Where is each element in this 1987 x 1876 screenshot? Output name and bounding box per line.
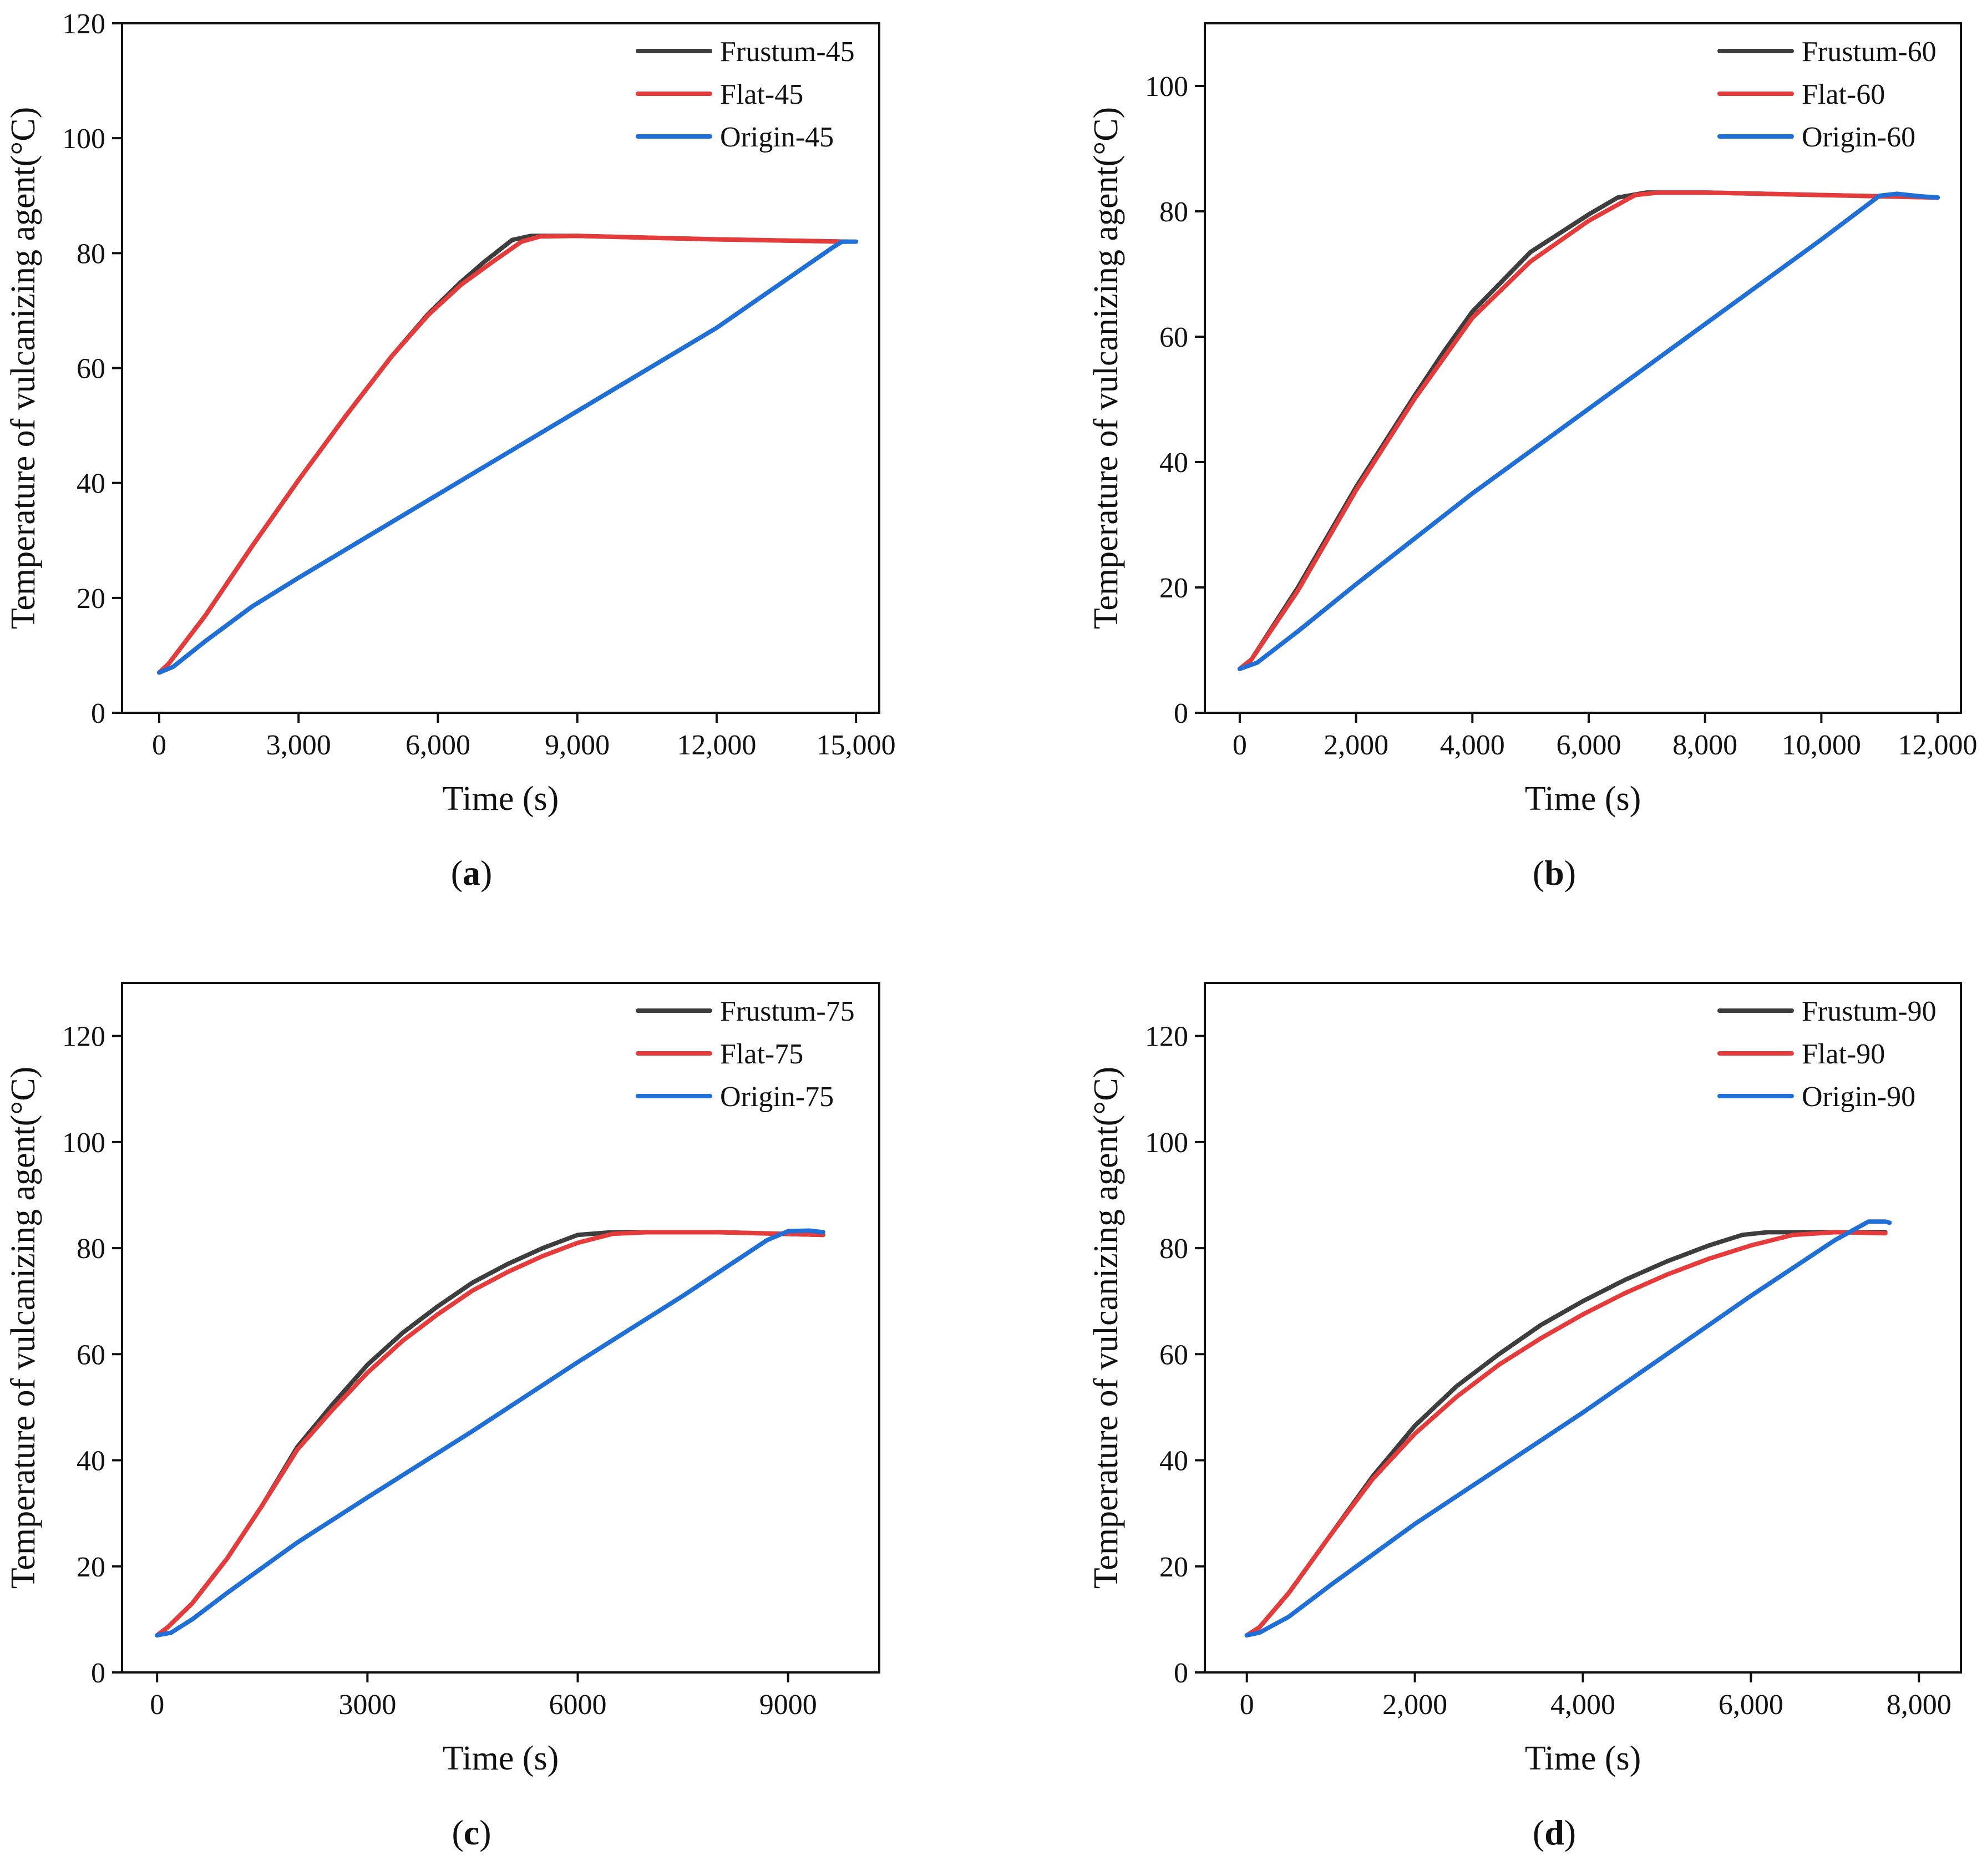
chart-panel-c: 0 3000 6000 9000 0 20 40 60 80 100 120 Time (s) Temp… <box>4 982 880 1852</box>
plot-frame <box>1204 22 1962 714</box>
x-axis-label: Time (s) <box>1525 780 1641 818</box>
x-tick-label: 6,000 <box>1556 729 1621 761</box>
y-tick-label: 0 <box>1174 1657 1188 1689</box>
y-tick-label: 60 <box>77 353 105 385</box>
x-tick-label: 4,000 <box>1550 1689 1615 1721</box>
plot-frame <box>121 982 880 1674</box>
series-line-flat-45 <box>157 234 849 675</box>
x-axis-label: Time (s) <box>443 780 559 818</box>
y-axis-label: Temperature of vulcanizing agent(°C) <box>4 1067 42 1589</box>
x-tick-label: 0 <box>1240 1689 1254 1721</box>
legend-label: Origin-45 <box>720 121 834 153</box>
legend-label: Frustum-90 <box>1802 996 1937 1027</box>
legend-label: Flat-60 <box>1802 79 1885 110</box>
series-line-frustum-75 <box>155 1230 825 1638</box>
x-tick-label: 12,000 <box>677 729 756 761</box>
legend-label: Origin-60 <box>1802 121 1915 153</box>
panel-label: (d) <box>1533 1813 1576 1852</box>
x-tick-label: 6,000 <box>1719 1689 1783 1721</box>
series-line-origin-60 <box>1237 191 1940 671</box>
series-line-origin-90 <box>1244 1219 1892 1638</box>
x-tick-label: 3,000 <box>266 729 331 761</box>
panel-label: (a) <box>451 853 493 893</box>
x-tick-label: 8,000 <box>1887 1689 1951 1721</box>
legend-label: Frustum-45 <box>720 36 855 68</box>
y-tick-label: 120 <box>62 8 105 40</box>
series-line-frustum-60 <box>1237 190 1940 671</box>
y-tick-label: 60 <box>1159 322 1188 353</box>
y-tick-label: 20 <box>1159 1551 1188 1583</box>
x-tick-label: 15,000 <box>817 729 896 761</box>
y-tick-label: 0 <box>1174 698 1188 729</box>
series-line-origin-45 <box>157 239 859 675</box>
legend-label: Flat-90 <box>1802 1038 1885 1070</box>
chart-panel-b: 0 2,000 4,000 6,000 8,000 10,000 12,000 0 20 40 60… <box>1087 22 1978 893</box>
x-tick-label: 0 <box>1233 729 1247 761</box>
y-tick-label: 0 <box>91 698 105 729</box>
y-axis-label: Temperature of vulcanizing agent(°C) <box>1087 1067 1125 1589</box>
legend-label: Origin-90 <box>1802 1081 1915 1113</box>
x-tick-label: 9000 <box>759 1689 817 1721</box>
x-tick-label: 0 <box>152 729 166 761</box>
x-tick-label: 9,000 <box>545 729 610 761</box>
y-tick-label: 60 <box>77 1339 105 1371</box>
y-tick-label: 100 <box>62 123 105 155</box>
legend-label: Flat-45 <box>720 79 803 110</box>
x-tick-label: 3000 <box>338 1689 396 1721</box>
x-tick-label: 2,000 <box>1382 1689 1447 1721</box>
x-tick-label: 0 <box>150 1689 164 1721</box>
y-tick-label: 20 <box>77 1551 105 1583</box>
x-tick-label: 8,000 <box>1672 729 1737 761</box>
x-tick-label: 6000 <box>549 1689 607 1721</box>
x-tick-label: 4,000 <box>1440 729 1505 761</box>
series-line-flat-60 <box>1237 190 1940 671</box>
y-tick-label: 80 <box>1159 1233 1188 1265</box>
y-tick-label: 100 <box>62 1127 105 1159</box>
y-tick-label: 120 <box>62 1021 105 1053</box>
legend-label: Frustum-60 <box>1802 36 1937 68</box>
x-tick-label: 12,000 <box>1898 729 1978 761</box>
y-tick-label: 0 <box>91 1657 105 1689</box>
y-tick-label: 40 <box>1159 447 1188 479</box>
x-tick-label: 6,000 <box>405 729 470 761</box>
legend-label: Frustum-75 <box>720 996 855 1027</box>
legend-label: Flat-75 <box>720 1038 803 1070</box>
legend-label: Origin-75 <box>720 1081 834 1113</box>
panel-label: (b) <box>1533 853 1576 893</box>
x-tick-label: 10,000 <box>1782 729 1861 761</box>
y-tick-label: 40 <box>77 468 105 500</box>
y-tick-label: 20 <box>77 583 105 615</box>
y-tick-label: 100 <box>1145 71 1188 103</box>
y-tick-label: 40 <box>1159 1446 1188 1477</box>
chart-panel-a: 0 3,000 6,000 9,000 12,000 15,000 0 20 40 60 80 100… <box>4 8 896 893</box>
y-tick-label: 60 <box>1159 1339 1188 1371</box>
y-tick-label: 80 <box>77 1233 105 1265</box>
series-line-origin-75 <box>155 1228 825 1638</box>
x-tick-label: 2,000 <box>1324 729 1388 761</box>
y-tick-label: 120 <box>1145 1021 1188 1053</box>
x-axis-label: Time (s) <box>1525 1740 1641 1777</box>
y-tick-label: 40 <box>77 1446 105 1477</box>
y-tick-label: 100 <box>1145 1127 1188 1159</box>
y-tick-label: 20 <box>1159 572 1188 604</box>
y-axis-label: Temperature of vulcanizing agent(°C) <box>1087 107 1125 629</box>
y-tick-label: 80 <box>77 238 105 270</box>
chart-panel-d: 0 2,000 4,000 6,000 8,000 0 20 40 60 80 100 120 Time… <box>1087 982 1962 1852</box>
series-line-flat-75 <box>155 1230 825 1638</box>
x-axis-label: Time (s) <box>443 1740 559 1777</box>
series-line-flat-90 <box>1244 1230 1888 1638</box>
panel-label: (c) <box>452 1813 491 1852</box>
y-tick-label: 80 <box>1159 196 1188 228</box>
y-axis-label: Temperature of vulcanizing agent(°C) <box>4 107 42 629</box>
